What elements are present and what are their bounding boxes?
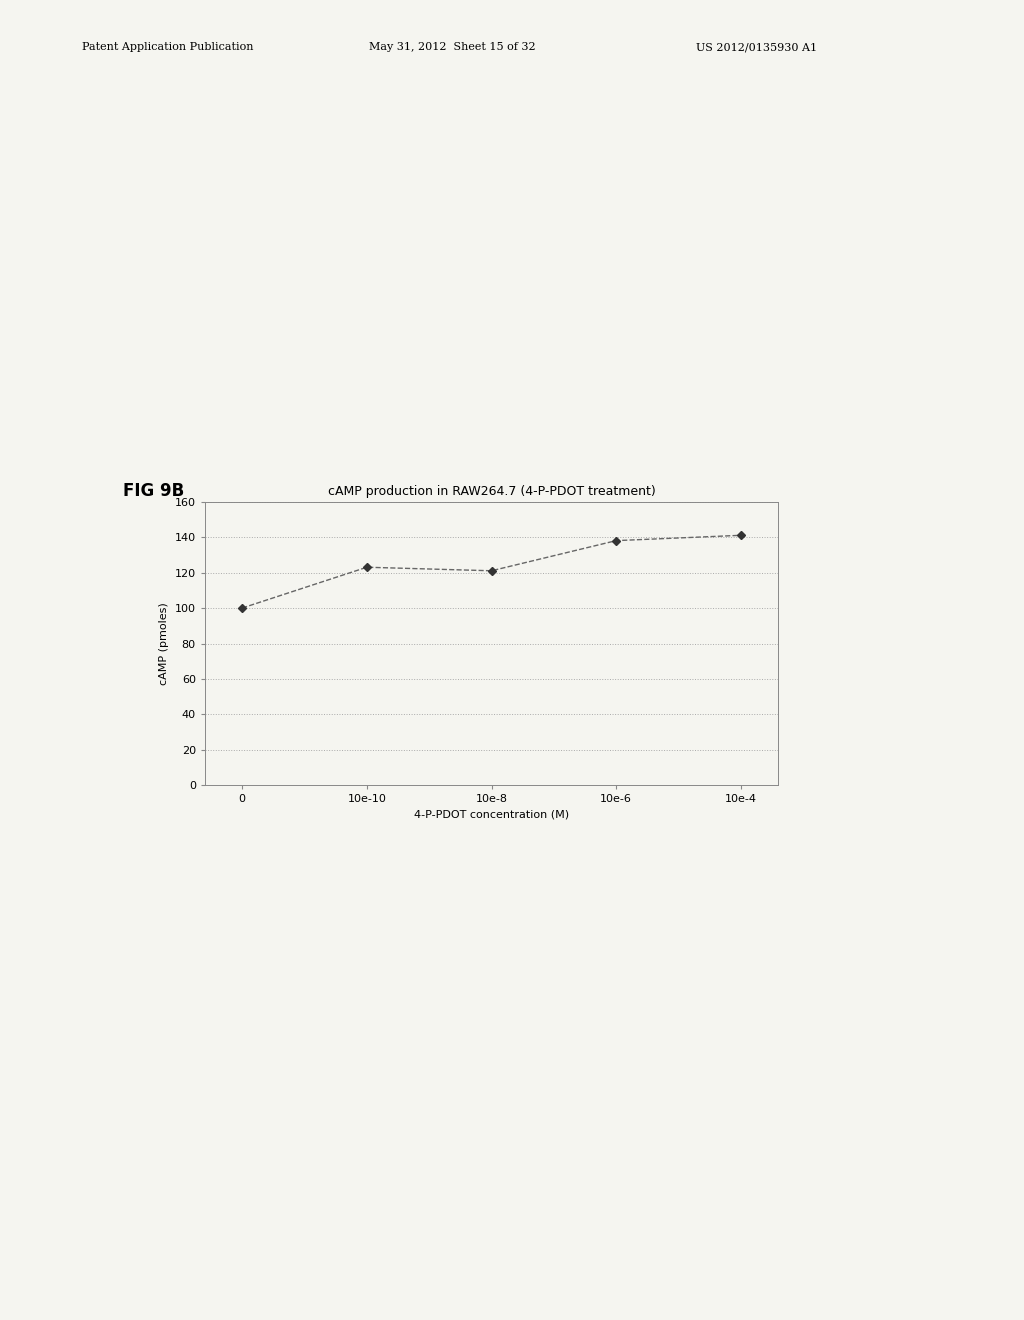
- Title: cAMP production in RAW264.7 (4-P-PDOT treatment): cAMP production in RAW264.7 (4-P-PDOT tr…: [328, 484, 655, 498]
- X-axis label: 4-P-PDOT concentration (M): 4-P-PDOT concentration (M): [414, 810, 569, 820]
- Y-axis label: cAMP (pmoles): cAMP (pmoles): [159, 602, 169, 685]
- Text: Patent Application Publication: Patent Application Publication: [82, 42, 253, 53]
- Text: FIG 9B: FIG 9B: [123, 482, 184, 500]
- Text: US 2012/0135930 A1: US 2012/0135930 A1: [696, 42, 817, 53]
- Text: May 31, 2012  Sheet 15 of 32: May 31, 2012 Sheet 15 of 32: [369, 42, 536, 53]
